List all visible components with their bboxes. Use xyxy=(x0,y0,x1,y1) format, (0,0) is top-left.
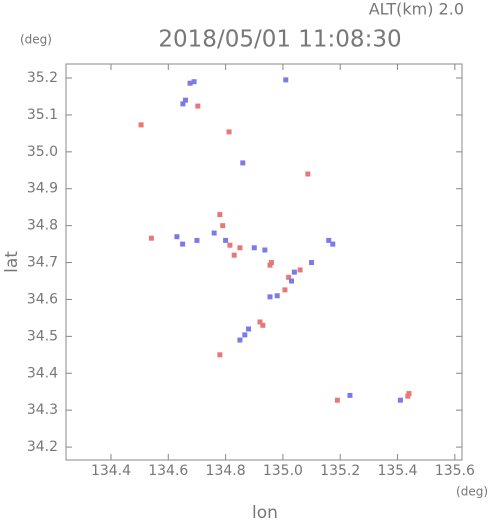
data-point xyxy=(194,237,200,243)
data-point xyxy=(138,122,144,128)
data-point xyxy=(246,326,252,332)
data-point xyxy=(220,223,226,229)
y-tick-label: 34.6 xyxy=(27,291,58,307)
y-tick-label: 34.2 xyxy=(27,439,58,455)
data-point xyxy=(330,241,336,247)
data-point xyxy=(251,245,257,251)
data-point xyxy=(305,171,311,177)
data-point xyxy=(211,230,217,236)
data-point xyxy=(257,319,263,325)
data-point xyxy=(282,287,288,293)
data-point xyxy=(191,79,197,85)
x-tick-label: 135.2 xyxy=(320,463,360,479)
data-point xyxy=(267,294,273,300)
x-axis-label: lon xyxy=(252,503,278,521)
x-tick-label: 135.6 xyxy=(435,463,475,479)
data-point xyxy=(223,237,229,243)
data-point xyxy=(286,274,292,280)
x-unit: (deg) xyxy=(456,485,488,499)
x-tick-label: 135.0 xyxy=(263,463,303,479)
x-tick-label: 134.6 xyxy=(148,463,188,479)
data-point xyxy=(289,278,295,284)
y-tick-label: 34.4 xyxy=(27,365,58,381)
data-point xyxy=(227,242,233,248)
data-point xyxy=(240,160,246,166)
data-point xyxy=(297,267,303,273)
data-point xyxy=(231,252,237,258)
chart-title: 2018/05/01 11:08:30 xyxy=(158,27,401,53)
data-point xyxy=(309,260,315,266)
y-tick-label: 34.7 xyxy=(27,255,58,271)
y-tick-label: 34.5 xyxy=(27,328,58,344)
data-point xyxy=(326,237,332,243)
y-unit: (deg) xyxy=(20,33,52,47)
data-point xyxy=(262,247,268,253)
data-point xyxy=(274,293,280,299)
y-tick-label: 35.0 xyxy=(27,144,58,160)
data-point xyxy=(405,393,411,399)
data-point xyxy=(347,392,353,398)
y-tick-label: 35.1 xyxy=(27,107,58,123)
data-point xyxy=(283,77,289,83)
data-point xyxy=(180,241,186,247)
y-tick-label: 35.2 xyxy=(27,70,58,86)
data-point xyxy=(397,397,403,403)
data-point xyxy=(174,234,180,240)
y-tick-label: 34.3 xyxy=(27,402,58,418)
data-point xyxy=(180,101,186,107)
x-tick-label: 135.4 xyxy=(377,463,417,479)
data-point xyxy=(182,97,188,103)
altitude-annotation: ALT(km) 2.0 xyxy=(369,0,464,19)
data-point xyxy=(242,332,248,338)
data-point xyxy=(217,352,223,358)
y-tick-label: 34.8 xyxy=(27,218,58,234)
plot-frame xyxy=(65,63,463,461)
data-point xyxy=(267,262,273,268)
y-tick-label: 34.9 xyxy=(27,181,58,197)
data-point xyxy=(237,337,243,343)
data-point xyxy=(260,322,266,328)
x-tick-label: 134.8 xyxy=(206,463,246,479)
data-point xyxy=(334,397,340,403)
data-point xyxy=(187,80,193,86)
data-point xyxy=(406,391,412,397)
data-point xyxy=(268,260,274,266)
data-point xyxy=(237,245,243,251)
data-point xyxy=(226,129,232,135)
x-tick-label: 134.4 xyxy=(91,463,131,479)
data-point xyxy=(291,269,297,275)
data-point xyxy=(148,235,154,241)
data-point xyxy=(195,103,201,109)
data-point xyxy=(217,212,223,218)
y-axis-label: lat xyxy=(2,251,22,273)
